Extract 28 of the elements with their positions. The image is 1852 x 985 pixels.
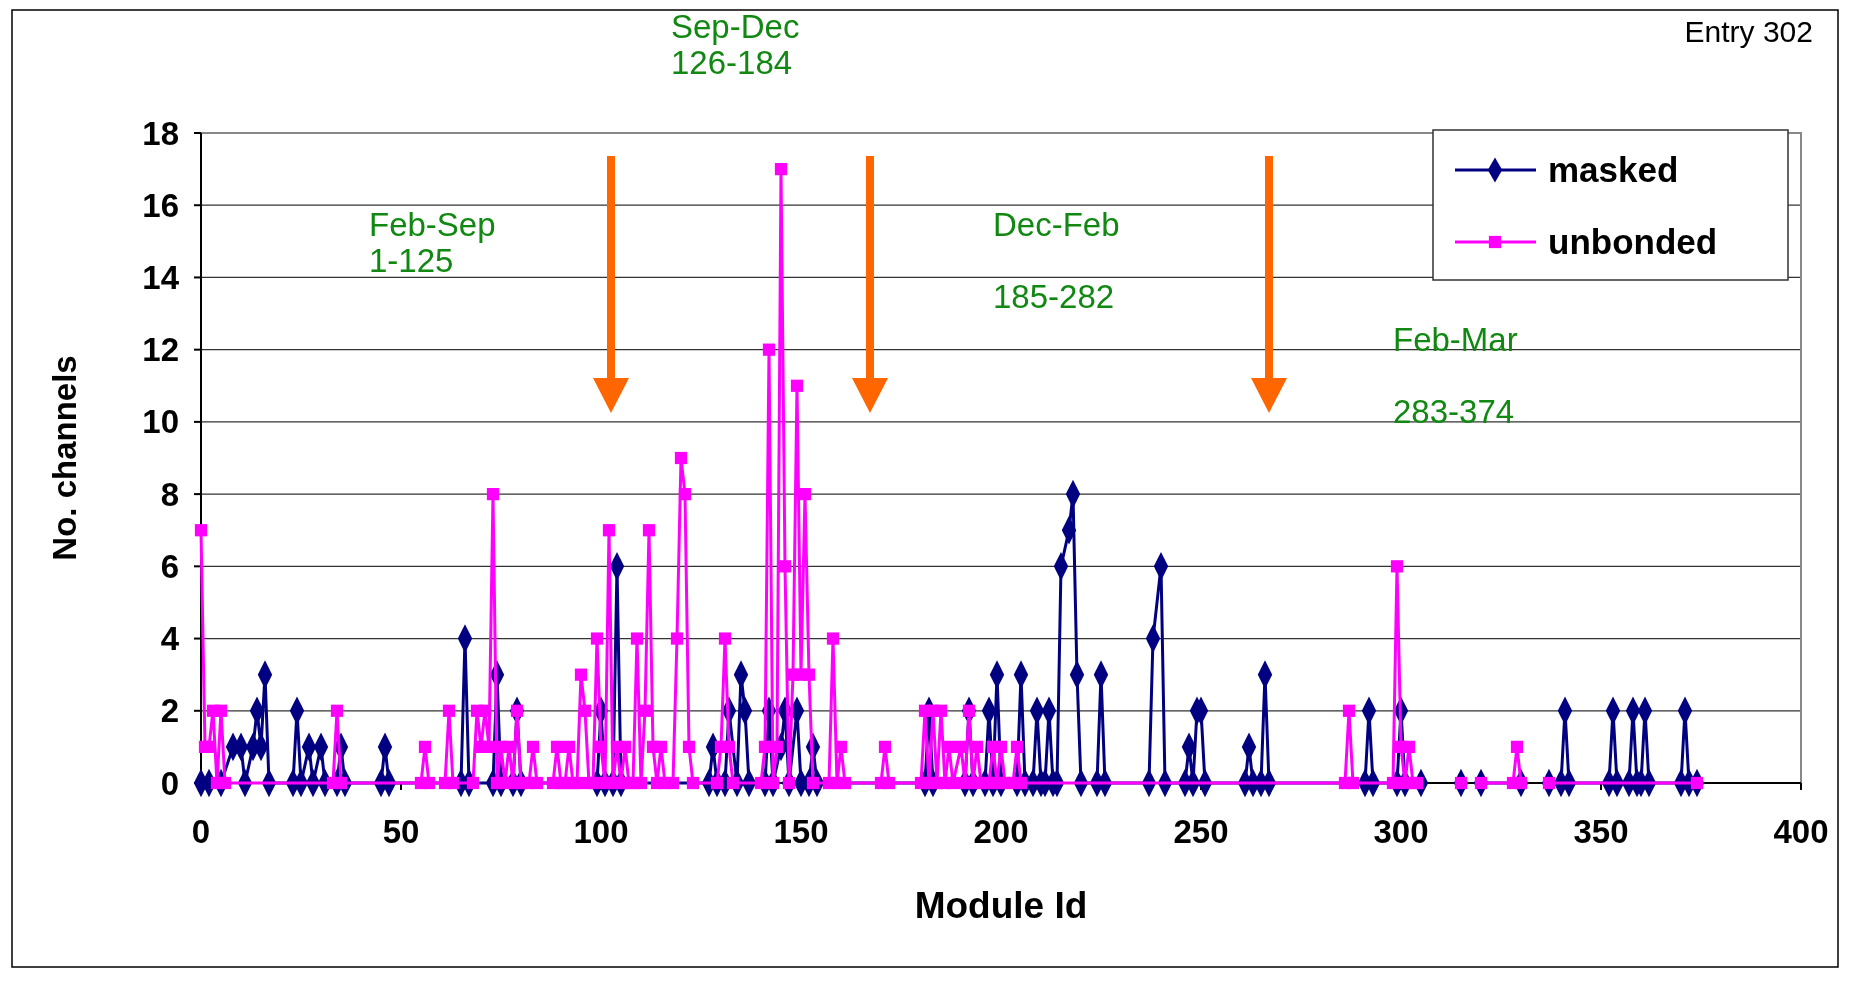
y-tick-label: 0 bbox=[160, 764, 179, 802]
y-tick-label: 6 bbox=[160, 547, 179, 585]
y-tick-label: 10 bbox=[142, 403, 179, 441]
annotation: Dec-Feb 185-282 bbox=[993, 206, 1120, 315]
x-tick-label: 50 bbox=[382, 813, 420, 850]
y-tick-label: 8 bbox=[160, 475, 179, 513]
x-tick-label: 0 bbox=[191, 813, 211, 850]
y-tick-label: 18 bbox=[142, 114, 179, 152]
x-tick-label: 400 bbox=[1773, 813, 1829, 850]
x-tick-label: 150 bbox=[773, 813, 829, 850]
x-tick-label: 350 bbox=[1573, 813, 1629, 850]
x-tick-label: 200 bbox=[973, 813, 1029, 850]
y-tick-label: 12 bbox=[142, 331, 179, 369]
text: Entry 302 bbox=[1684, 15, 1813, 48]
y-axis-title: No. channels bbox=[46, 355, 83, 561]
annotation: Feb-Sep 1-125 bbox=[369, 206, 496, 279]
y-tick-label: 16 bbox=[142, 186, 179, 224]
text: Sep-Dec 126-184 bbox=[671, 8, 800, 81]
annotation: Feb-Mar 283-374 bbox=[1393, 321, 1518, 430]
y-tick-label: 4 bbox=[160, 620, 180, 658]
x-tick-label: 300 bbox=[1373, 813, 1429, 850]
y-tick-label: 14 bbox=[142, 258, 180, 296]
x-axis-title: Module Id bbox=[914, 885, 1088, 926]
legend-label: unbonded bbox=[1548, 222, 1718, 262]
legend-label: masked bbox=[1548, 150, 1679, 190]
x-tick-label: 100 bbox=[573, 813, 629, 850]
y-tick-label: 2 bbox=[160, 692, 179, 730]
x-tick-label: 250 bbox=[1173, 813, 1229, 850]
